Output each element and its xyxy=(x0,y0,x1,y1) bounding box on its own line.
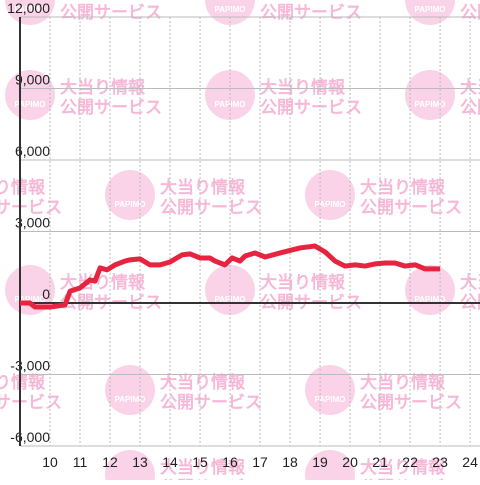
watermark-text: 大当り情報 xyxy=(360,457,446,477)
watermark-logo xyxy=(5,70,55,120)
watermark-logo-text: PAPIMO xyxy=(215,5,246,14)
y-tick-label: 9,000 xyxy=(15,72,50,88)
x-tick-label: 14 xyxy=(162,454,178,470)
x-tick-label: 13 xyxy=(132,454,148,470)
watermark-text: 大当り情報 xyxy=(360,177,446,197)
watermark-text: 大当り情報 xyxy=(60,77,146,97)
x-tick-label: 10 xyxy=(42,454,58,470)
x-tick-label: 16 xyxy=(222,454,238,470)
watermark-text: 公開サービス xyxy=(260,3,362,22)
x-tick-label: 12 xyxy=(102,454,118,470)
watermark-logo-text: PAPIMO xyxy=(215,295,246,304)
watermark-text: 大当り情報 xyxy=(260,272,346,292)
watermark-logo-text: PAPIMO xyxy=(415,5,446,14)
watermark-logo-text: PAPIMO xyxy=(415,295,446,304)
y-tick-label: -3,000 xyxy=(10,358,50,374)
watermark-logo-text: PAPIMO xyxy=(15,100,46,109)
data-line xyxy=(20,243,441,310)
watermark-text: 公開サービス xyxy=(60,3,162,22)
x-tick-label: 24 xyxy=(462,454,478,470)
watermark-text: 公開サービス xyxy=(0,198,62,217)
y-tick-label: -6,000 xyxy=(10,429,50,445)
watermark-text: 公開サービス xyxy=(60,98,162,117)
watermark-text: 公開サービス xyxy=(360,393,462,412)
watermark-text: 大当り情報 xyxy=(160,177,246,197)
watermark-logo xyxy=(105,170,155,220)
watermark-logo xyxy=(305,170,355,220)
watermark-text: 大当り情報 xyxy=(60,0,146,2)
x-tick-label: 22 xyxy=(402,454,418,470)
watermark-text: 大当り情報 xyxy=(0,372,46,392)
watermark-logo xyxy=(405,0,455,25)
x-tick-label: 15 xyxy=(192,454,208,470)
watermark-text: 大当り情報 xyxy=(0,177,46,197)
y-tick-label: 6,000 xyxy=(15,143,50,159)
watermark-text: 公開サービス xyxy=(460,3,480,22)
x-tick-label: 19 xyxy=(312,454,328,470)
y-tick-label: 12,000 xyxy=(7,0,50,16)
x-tick-label: 20 xyxy=(342,454,358,470)
watermark-logo-text: PAPIMO xyxy=(15,5,46,14)
watermark-text: 公開サービス xyxy=(160,198,262,217)
watermark-text: 大当り情報 xyxy=(160,372,246,392)
watermark-logo-text: PAPIMO xyxy=(415,100,446,109)
watermark-logo xyxy=(105,450,155,485)
watermark-logo-text: PAPIMO xyxy=(15,295,46,304)
y-tick-label: 3,000 xyxy=(15,215,50,231)
watermark-text: 大当り情報 xyxy=(460,0,480,2)
watermark-logo xyxy=(5,0,55,25)
watermark-text: 公開サービス xyxy=(460,98,480,117)
watermark-logo-text: PAPIMO xyxy=(315,395,346,404)
x-tick-label: 18 xyxy=(282,454,298,470)
x-tick-label: 23 xyxy=(432,454,448,470)
watermark-logo xyxy=(405,70,455,120)
watermark-text: 公開サービス xyxy=(360,198,462,217)
grid xyxy=(20,16,480,447)
watermark-logo-text: PAPIMO xyxy=(115,200,146,209)
watermark-text: 公開サービス xyxy=(260,98,362,117)
watermark-logo xyxy=(105,365,155,415)
watermark-logo xyxy=(305,450,355,485)
watermark-text: 大当り情報 xyxy=(160,457,246,477)
watermark-logo xyxy=(305,365,355,415)
y-tick-label: 0 xyxy=(42,286,50,302)
watermark-logo-text: PAPIMO xyxy=(115,395,146,404)
watermark-text: 大当り情報 xyxy=(360,372,446,392)
watermark-text: 大当り情報 xyxy=(260,0,346,2)
x-tick-label: 11 xyxy=(73,454,88,470)
watermark-text: 大当り情報 xyxy=(260,77,346,97)
watermark-text: 公開サービス xyxy=(0,393,62,412)
watermark-logo xyxy=(205,0,255,25)
x-tick-label: 21 xyxy=(372,454,388,470)
watermark-logo-text: PAPIMO xyxy=(315,200,346,209)
watermark-text: 公開サービス xyxy=(160,393,262,412)
watermark-logo xyxy=(405,265,455,315)
x-tick-label: 17 xyxy=(252,454,268,470)
watermark-logo-text: PAPIMO xyxy=(215,100,246,109)
